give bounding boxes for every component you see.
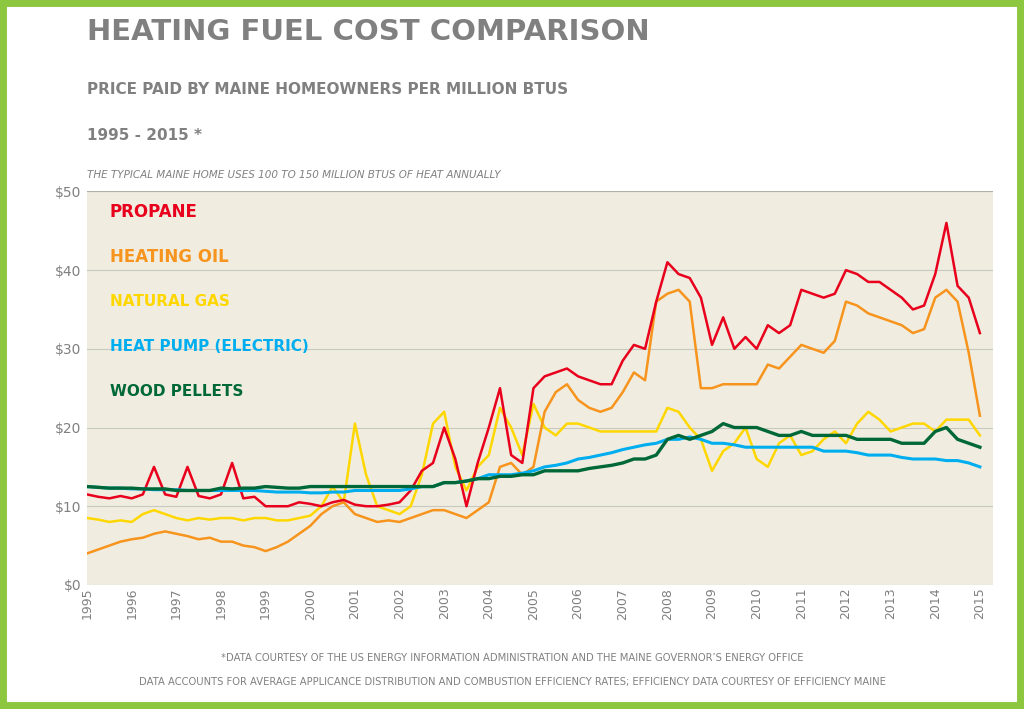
Text: WOOD PELLETS: WOOD PELLETS bbox=[110, 384, 243, 399]
Text: THE TYPICAL MAINE HOME USES 100 TO 150 MILLION BTUS OF HEAT ANNUALLY: THE TYPICAL MAINE HOME USES 100 TO 150 M… bbox=[87, 170, 501, 180]
Text: NATURAL GAS: NATURAL GAS bbox=[110, 294, 229, 308]
Text: DATA ACCOUNTS FOR AVERAGE APPLICANCE DISTRIBUTION AND COMBUSTION EFFICIENCY RATE: DATA ACCOUNTS FOR AVERAGE APPLICANCE DIS… bbox=[138, 677, 886, 687]
Text: 1995 - 2015 *: 1995 - 2015 * bbox=[87, 128, 202, 143]
Text: PROPANE: PROPANE bbox=[110, 203, 198, 221]
Text: *DATA COURTESY OF THE US ENERGY INFORMATION ADMINISTRATION AND THE MAINE GOVERNO: *DATA COURTESY OF THE US ENERGY INFORMAT… bbox=[221, 653, 803, 663]
Text: HEAT PUMP (ELECTRIC): HEAT PUMP (ELECTRIC) bbox=[110, 339, 308, 354]
Text: HEATING FUEL COST COMPARISON: HEATING FUEL COST COMPARISON bbox=[87, 18, 649, 45]
Text: HEATING OIL: HEATING OIL bbox=[110, 248, 228, 267]
Text: PRICE PAID BY MAINE HOMEOWNERS PER MILLION BTUS: PRICE PAID BY MAINE HOMEOWNERS PER MILLI… bbox=[87, 82, 568, 96]
